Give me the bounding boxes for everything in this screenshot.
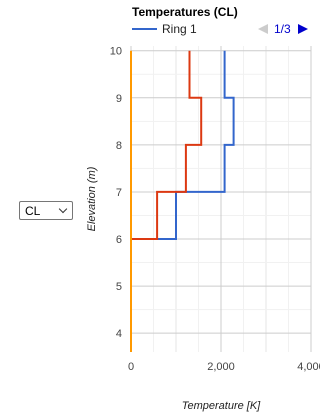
y-tick-label: 4 (116, 328, 122, 340)
y-tick-label: 9 (116, 93, 122, 105)
pager-previous-icon[interactable] (258, 24, 268, 34)
legend-swatch-ring-1 (132, 28, 157, 30)
x-tick-label: 4,000 (297, 361, 320, 373)
case-select-value: CL (25, 204, 41, 218)
y-tick-label: 8 (116, 140, 122, 152)
pager-page-indicator: 1/3 (274, 22, 291, 36)
series-line-2 (130, 50, 203, 352)
chart-title: Temperatures (CL) (132, 5, 238, 19)
y-tick-label: 6 (116, 234, 122, 246)
y-tick-label: 7 (116, 187, 122, 199)
legend-label-ring-1: Ring 1 (162, 22, 197, 36)
pager-next-icon[interactable] (298, 24, 308, 34)
x-tick-label: 2,000 (207, 361, 235, 373)
x-tick-label: 0 (128, 361, 134, 373)
case-select[interactable]: CL (19, 201, 73, 220)
y-tick-label: 5 (116, 281, 122, 293)
y-tick-label: 10 (110, 46, 122, 58)
x-axis-title: Temperature [K] (181, 400, 261, 412)
series-line-ring-1 (130, 50, 235, 352)
